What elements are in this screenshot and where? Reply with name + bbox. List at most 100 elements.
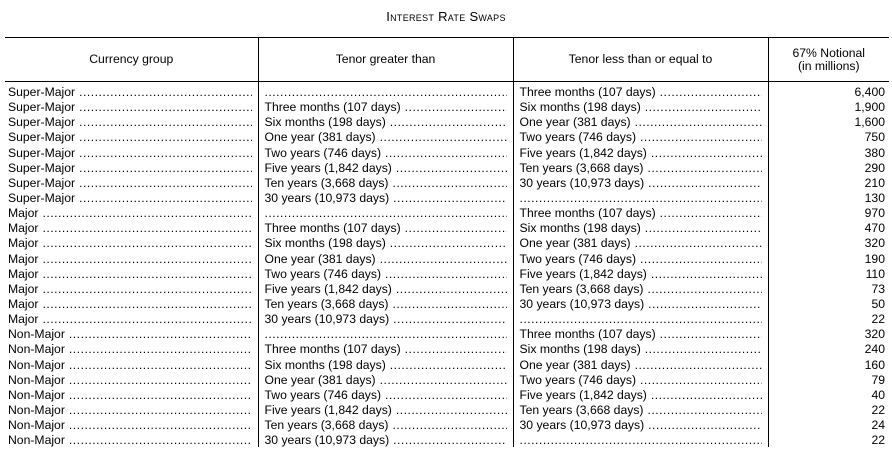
cell-tenor-less-equal-text: Two years (746 days) (519, 130, 637, 145)
cell-notional: 750 (767, 129, 889, 145)
cell-notional: 79 (767, 371, 889, 387)
cell-notional: 22 (767, 310, 889, 327)
cell-tenor-greater-text: Ten years (3,668 days) (264, 418, 389, 433)
header-tenor-greater: Tenor greater than (257, 37, 514, 82)
dot-leader (69, 342, 252, 356)
cell-notional: 160 (767, 356, 889, 372)
table-row: Non-Major Five years (1,842 days) Ten year… (5, 401, 889, 417)
dot-leader (79, 130, 251, 144)
cell-tenor-less-equal: Two years (746 days) (512, 250, 769, 266)
cell-tenor-greater-text: Two years (746 days) (264, 266, 382, 281)
dot-leader (69, 358, 252, 372)
cell-tenor-less-equal: Two years (746 days) (512, 129, 769, 145)
cell-tenor-less-equal-text: Ten years (3,668 days) (519, 281, 644, 296)
cell-tenor-less-equal: Six months (198 days) (512, 220, 769, 236)
cell-tenor-greater-text: Five years (1,842 days) (264, 402, 392, 417)
cell-tenor-less-equal: 30 years (10,973 days) (512, 174, 769, 190)
header-tenor-less-equal: Tenor less than or equal to (512, 37, 769, 82)
cell-currency-group-text: Non-Major (8, 327, 65, 342)
cell-tenor-greater-text: 30 years (10,973 days) (264, 190, 390, 205)
dot-leader (651, 146, 762, 160)
cell-currency-group-text: Super-Major (8, 160, 76, 175)
dot-leader (79, 100, 251, 114)
cell-notional: 210 (767, 174, 889, 190)
cell-currency-group-text: Non-Major (8, 402, 65, 417)
header-currency-group: Currency group (5, 37, 259, 82)
cell-tenor-greater: Ten years (3,668 days) (257, 295, 514, 311)
cell-tenor-greater-text: 30 years (10,973 days) (264, 312, 390, 327)
table-row: Super-Major Six months (198 days) One year… (5, 114, 889, 130)
dot-leader (651, 388, 762, 402)
interest-rate-swaps-table: Currency group Tenor greater than Tenor … (5, 37, 889, 448)
cell-notional: 190 (767, 250, 889, 266)
table-row: Super-Major Three months (107 days) 6,400 (5, 81, 889, 99)
cell-tenor-greater: 30 years (10,973 days) (257, 189, 514, 205)
dot-leader (42, 312, 251, 326)
cell-tenor-less-equal-text: Five years (1,842 days) (519, 266, 647, 281)
cell-tenor-greater (257, 326, 514, 342)
cell-notional: 290 (767, 159, 889, 175)
cell-notional: 320 (767, 326, 889, 342)
cell-notional: 380 (767, 144, 889, 160)
table-row: Major One year (381 days) Two years (746 d… (5, 250, 889, 266)
cell-tenor-greater-text: One year (381 days) (264, 372, 376, 387)
dot-leader (660, 85, 762, 99)
cell-currency-group: Super-Major (5, 114, 259, 130)
dot-leader (390, 236, 507, 250)
dot-leader (380, 252, 507, 266)
cell-currency-group: Major (5, 235, 259, 251)
dot-leader (79, 115, 251, 129)
cell-tenor-greater: One year (381 days) (257, 129, 514, 145)
cell-tenor-less-equal (512, 189, 769, 205)
cell-tenor-greater-text: Ten years (3,668 days) (264, 175, 389, 190)
dot-leader (520, 191, 762, 205)
dot-leader (42, 267, 251, 281)
table-row: Non-Major Ten years (3,668 days) 30 years … (5, 416, 889, 433)
cell-tenor-less-equal-text: Ten years (3,668 days) (519, 160, 644, 175)
dot-leader (265, 327, 507, 341)
cell-currency-group-text: Super-Major (8, 100, 76, 115)
table-row: Major Three months (107 days) 970 (5, 204, 889, 221)
dot-leader (393, 312, 506, 326)
dot-leader (660, 206, 762, 220)
dot-leader (520, 433, 762, 447)
dot-leader (69, 388, 252, 402)
dot-leader (69, 327, 252, 341)
cell-tenor-less-equal: Five years (1,842 days) (512, 144, 769, 160)
cell-tenor-greater: 30 years (10,973 days) (257, 310, 514, 327)
dot-leader (635, 115, 762, 129)
dot-leader (635, 236, 762, 250)
cell-tenor-less-equal: 30 years (10,973 days) (512, 295, 769, 311)
cell-tenor-greater: 30 years (10,973 days) (257, 432, 514, 448)
cell-tenor-less-equal: Three months (107 days) (512, 81, 769, 99)
dot-leader (635, 358, 762, 372)
dot-leader (640, 130, 761, 144)
cell-currency-group: Non-Major (5, 326, 259, 342)
cell-tenor-greater: Six months (198 days) (257, 114, 514, 130)
cell-notional: 6,400 (767, 81, 889, 99)
table-body: Super-MajorThree months (107 days)6,400S… (5, 81, 889, 448)
cell-tenor-less-equal (512, 432, 769, 448)
cell-tenor-greater-text: Six months (198 days) (264, 236, 386, 251)
cell-currency-group-text: Super-Major (8, 85, 76, 99)
cell-notional: 22 (767, 401, 889, 417)
table-row: Non-Major Six months (198 days) One year (… (5, 356, 889, 372)
table-row: Major Six months (198 days) One year (381 … (5, 235, 889, 251)
cell-currency-group-text: Major (8, 281, 39, 296)
dot-leader (392, 297, 506, 311)
table-row: Super-Major Three months (107 days) Six mo… (5, 99, 889, 115)
table-row: Non-Major Three months (107 days) 320 (5, 326, 889, 342)
cell-currency-group: Major (5, 220, 259, 236)
cell-currency-group-text: Major (8, 296, 39, 311)
cell-tenor-greater: Five years (1,842 days) (257, 401, 514, 417)
cell-currency-group: Super-Major (5, 81, 259, 99)
dot-leader (42, 252, 251, 266)
cell-tenor-less-equal: One year (381 days) (512, 114, 769, 130)
cell-currency-group: Major (5, 265, 259, 281)
cell-currency-group-text: Major (8, 206, 39, 221)
dot-leader (393, 433, 506, 447)
cell-tenor-less-equal-text: One year (381 days) (519, 236, 631, 251)
cell-tenor-greater-text: Six months (198 days) (264, 115, 386, 130)
dot-leader (392, 176, 506, 190)
cell-currency-group-text: Major (8, 266, 39, 281)
